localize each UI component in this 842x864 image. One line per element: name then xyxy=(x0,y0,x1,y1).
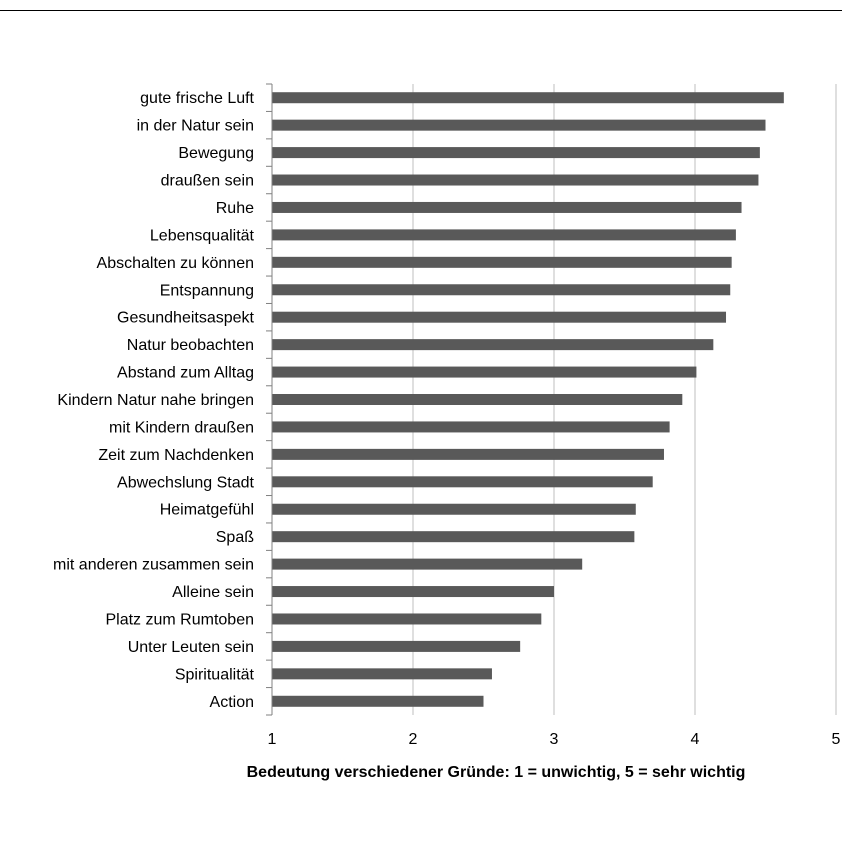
bar-15 xyxy=(272,503,636,515)
x-tick-label-5: 5 xyxy=(832,731,841,748)
category-label-0: gute frische Luft xyxy=(140,90,254,107)
bar-9 xyxy=(272,339,714,351)
bar-1 xyxy=(272,119,766,131)
category-label-19: Platz zum Rumtoben xyxy=(105,611,254,628)
bar-5 xyxy=(272,229,736,241)
bar-20 xyxy=(272,640,521,652)
axes xyxy=(266,83,273,716)
category-label-10: Abstand zum Alltag xyxy=(117,365,254,382)
bars xyxy=(272,92,784,707)
category-label-18: Alleine sein xyxy=(172,584,254,601)
bar-6 xyxy=(272,256,732,268)
category-label-6: Abschalten zu können xyxy=(97,255,254,272)
x-tick-label-1: 1 xyxy=(268,731,277,748)
category-label-5: Lebensqualität xyxy=(150,227,255,244)
bar-21 xyxy=(272,668,492,680)
bar-0 xyxy=(272,92,784,104)
category-label-3: draußen sein xyxy=(161,173,254,190)
bar-16 xyxy=(272,531,635,543)
category-label-14: Abwechslung Stadt xyxy=(117,474,255,491)
x-tick-label-4: 4 xyxy=(691,731,700,748)
category-label-11: Kindern Natur nahe bringen xyxy=(57,392,254,409)
bar-10 xyxy=(272,366,697,378)
x-tick-label-3: 3 xyxy=(550,731,559,748)
bar-12 xyxy=(272,421,670,433)
bar-13 xyxy=(272,448,664,460)
bar-7 xyxy=(272,284,731,296)
category-label-22: Action xyxy=(210,694,254,711)
bar-2 xyxy=(272,147,760,159)
category-label-2: Bewegung xyxy=(178,145,254,162)
bar-17 xyxy=(272,558,583,570)
category-label-1: in der Natur sein xyxy=(137,118,254,135)
category-label-4: Ruhe xyxy=(216,200,254,217)
category-label-16: Spaß xyxy=(216,529,254,546)
bar-11 xyxy=(272,394,683,405)
category-label-21: Spiritualität xyxy=(175,666,255,683)
category-label-9: Natur beobachten xyxy=(127,337,254,354)
bar-4 xyxy=(272,201,742,213)
bar-8 xyxy=(272,311,727,323)
category-label-17: mit anderen zusammen sein xyxy=(53,557,254,574)
x-axis-title: Bedeutung verschiedener Gründe: 1 = unwi… xyxy=(247,764,746,781)
category-label-13: Zeit zum Nachdenken xyxy=(98,447,254,464)
top-rule xyxy=(0,10,842,11)
category-label-15: Heimatgefühl xyxy=(160,502,254,519)
bar-3 xyxy=(272,174,759,186)
bar-22 xyxy=(272,695,484,707)
x-tick-labels: 1 2 3 4 5 xyxy=(268,731,841,748)
category-label-20: Unter Leuten sein xyxy=(128,639,254,656)
category-label-7: Entspannung xyxy=(160,282,254,299)
bar-18 xyxy=(272,586,554,598)
bar-14 xyxy=(272,476,653,488)
category-label-8: Gesundheitsaspekt xyxy=(117,310,255,327)
category-labels: gute frische Luft in der Natur sein Bewegu… xyxy=(53,90,255,711)
category-label-12: mit Kindern draußen xyxy=(109,419,254,436)
x-tick-label-2: 2 xyxy=(409,731,418,748)
bar-19 xyxy=(272,613,542,625)
